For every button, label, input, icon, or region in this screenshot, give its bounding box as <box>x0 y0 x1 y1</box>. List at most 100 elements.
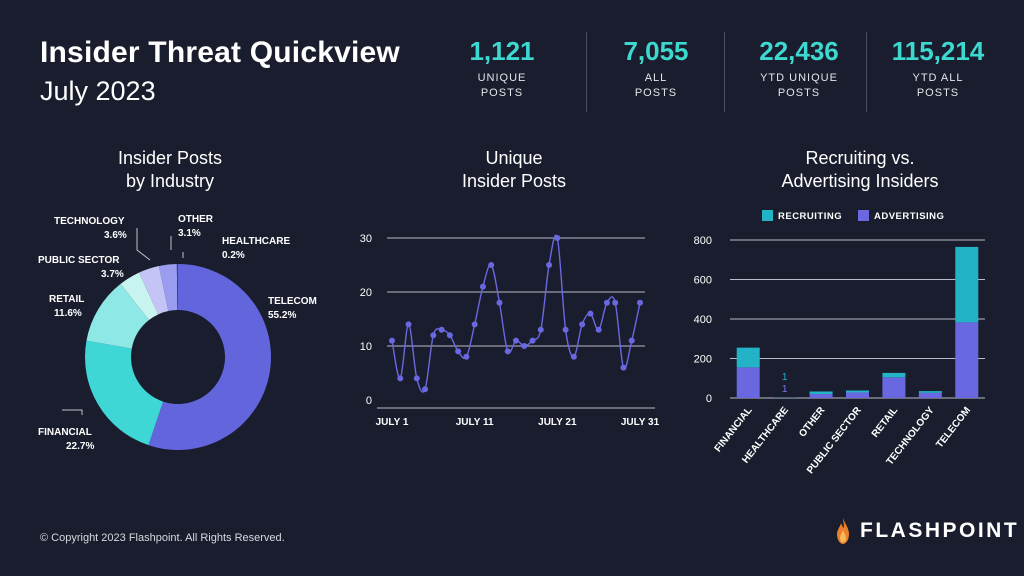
stat-label: YTD ALL POSTS <box>912 72 964 99</box>
line-point <box>628 337 635 344</box>
line-point <box>603 299 610 306</box>
stat-unique-posts: 1,121 UNIQUE POSTS <box>446 32 558 101</box>
page-subtitle: July 2023 <box>40 76 156 106</box>
bar-category-label: RETAIL <box>870 405 900 440</box>
bar-advertising-financial <box>736 367 760 398</box>
line-xtick-label: JULY 21 <box>538 417 577 428</box>
bar-advertising-other <box>809 394 833 398</box>
line-point <box>595 326 602 333</box>
line-point <box>562 326 569 333</box>
stat-ytd-all-posts: 115,214 YTD ALL POSTS <box>870 32 1006 101</box>
bar-advertising-telecom <box>955 322 979 398</box>
line-point <box>455 348 462 355</box>
flame-icon <box>837 518 849 544</box>
bar-recruiting-technology <box>918 391 942 393</box>
unique-posts-line <box>391 234 641 393</box>
unique-posts-chart-title: Unique Insider Posts <box>461 148 567 191</box>
line-xtick-label: JULY 31 <box>621 417 660 428</box>
bar-data-label-recruiting: 1 <box>782 372 788 383</box>
stats-bar: 1,121 UNIQUE POSTS 7,055 ALL POSTS 22,436 … <box>446 32 1006 112</box>
slice-label-other: OTHER <box>178 214 214 225</box>
line-point <box>488 262 495 268</box>
copyright-text: © Copyright 2023 Flashpoint. All Rights … <box>40 532 285 544</box>
stat-label: ALL POSTS <box>634 72 678 99</box>
slice-pct-retail: 11.6% <box>54 308 82 319</box>
bar-advertising-public-sector <box>846 392 869 398</box>
line-xtick-label: JULY 1 <box>376 417 409 428</box>
stat-all-posts: 7,055 ALL POSTS <box>594 32 718 101</box>
donut-slice-technology <box>138 265 169 315</box>
bar-recruiting-financial <box>736 347 760 368</box>
bar-advertising-retail <box>882 377 906 398</box>
bar-recruiting-retail <box>882 372 906 378</box>
bar-recruiting-other <box>809 391 833 395</box>
legend-label-advertising: ADVERTISING <box>874 211 944 222</box>
stat-value: 7,055 <box>623 36 689 66</box>
recruiting-chart-title: Recruiting vs. Advertising Insiders <box>781 148 939 191</box>
bar-ytick-label: 400 <box>694 314 712 326</box>
slice-pct-other: 3.1% <box>178 228 201 239</box>
slice-label-public-sector: PUBLIC SECTOR <box>38 255 120 266</box>
line-point <box>521 343 528 349</box>
donut-slice-retail <box>86 283 149 349</box>
line-point <box>504 348 511 355</box>
bar-data-label-advertising: 1 <box>782 384 788 395</box>
bar-advertising-technology <box>918 392 942 398</box>
bar-ytick-label: 200 <box>694 354 712 366</box>
donut-slice-telecom <box>148 264 272 450</box>
line-ytick-label: 30 <box>360 233 372 245</box>
line-point <box>612 299 619 306</box>
slice-pct-technology: 3.6% <box>104 230 127 241</box>
line-point <box>513 337 519 344</box>
stat-label: UNIQUE POSTS <box>477 72 527 99</box>
donut-slice-healthcare <box>176 264 178 311</box>
donut-slice-financial <box>84 340 164 446</box>
line-point <box>579 321 586 328</box>
stat-label: YTD UNIQUE POSTS <box>760 72 838 99</box>
line-ytick-label: 0 <box>366 395 372 407</box>
line-point <box>496 299 503 306</box>
line-point <box>637 299 643 306</box>
line-point <box>554 235 561 241</box>
slice-pct-healthcare: 0.2% <box>222 250 245 261</box>
line-point <box>479 283 486 290</box>
line-point <box>430 332 437 339</box>
slice-pct-financial: 22.7% <box>66 441 94 452</box>
donut-slice-other <box>158 264 178 312</box>
line-point <box>529 337 536 344</box>
industry-donut-chart: TELECOM 55.2% FINANCIAL 22.7% RETAIL 11.… <box>38 214 317 452</box>
line-point <box>389 337 395 344</box>
slice-pct-telecom: 55.2% <box>268 310 296 321</box>
stat-divider <box>724 32 725 112</box>
brand-wordmark: FLASHPOINT <box>860 519 1020 542</box>
line-point <box>570 353 577 360</box>
line-point <box>438 326 445 333</box>
line-ytick-label: 20 <box>360 287 372 299</box>
slice-pct-public-sector: 3.7% <box>101 269 124 280</box>
bar-recruiting-public-sector <box>846 390 869 393</box>
flashpoint-logo: FLASHPOINT <box>836 518 1019 544</box>
line-point <box>537 326 544 333</box>
slice-label-financial: FINANCIAL <box>38 427 92 438</box>
stat-value: 22,436 <box>759 36 839 66</box>
line-point <box>422 386 429 393</box>
line-point <box>546 262 553 268</box>
legend-label-recruiting: RECRUITING <box>778 211 842 222</box>
line-ytick-label: 10 <box>360 341 372 353</box>
line-xtick-label: JULY 11 <box>456 417 494 428</box>
bar-recruiting-telecom <box>955 246 979 323</box>
donut-slice-public-sector <box>120 272 159 321</box>
stat-value: 1,121 <box>469 36 535 66</box>
line-point <box>446 332 453 339</box>
stat-divider <box>586 32 587 112</box>
stat-ytd-unique-posts: 22,436 YTD UNIQUE POSTS <box>732 32 866 101</box>
line-point <box>463 353 470 360</box>
stat-value: 115,214 <box>891 36 985 66</box>
stat-divider <box>866 32 867 112</box>
line-point <box>413 375 420 382</box>
industry-chart-title: Insider Posts by Industry <box>117 148 223 191</box>
slice-label-healthcare: HEALTHCARE <box>222 236 290 247</box>
legend-swatch-recruiting <box>762 210 773 221</box>
slice-label-retail: RETAIL <box>49 294 84 305</box>
bar-ytick-label: 0 <box>706 393 712 405</box>
